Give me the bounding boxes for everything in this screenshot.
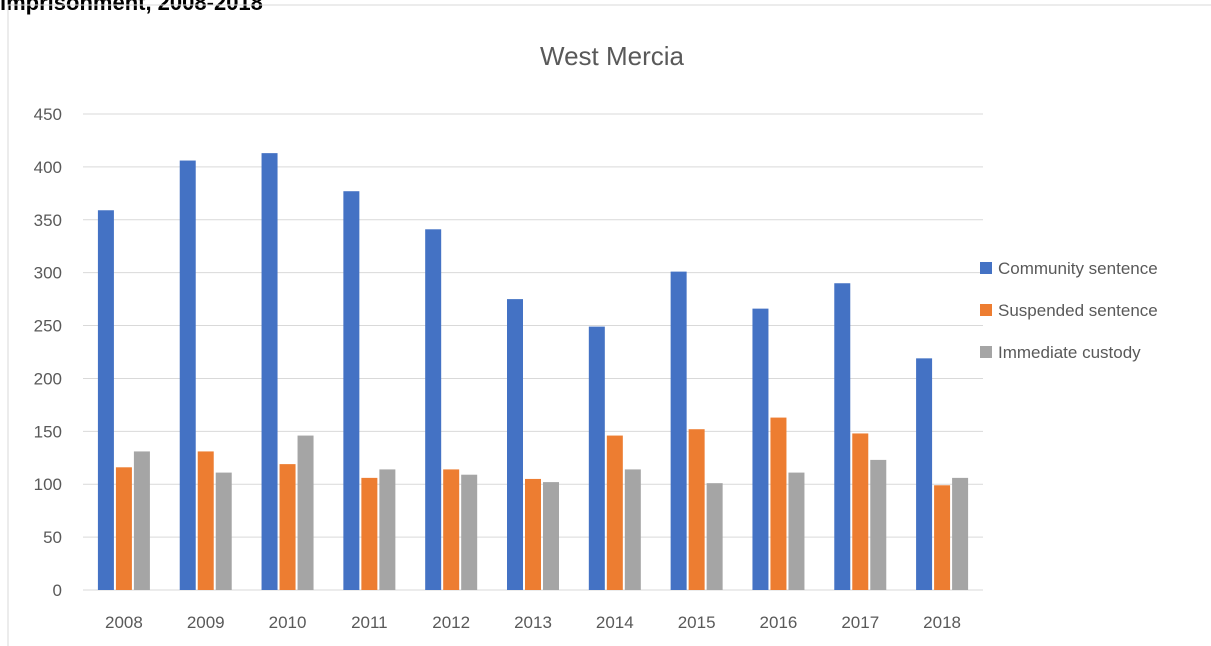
x-tick-label: 2012	[432, 613, 470, 632]
y-tick-label: 200	[34, 369, 62, 388]
y-tick-label: 100	[34, 475, 62, 494]
x-tick-label: 2009	[187, 613, 225, 632]
x-tick-label: 2016	[760, 613, 798, 632]
legend-label: Community sentence	[998, 259, 1158, 278]
bar	[870, 459, 887, 590]
bar	[852, 433, 869, 590]
bar	[834, 283, 851, 590]
bar	[361, 477, 378, 590]
x-tick-label: 2008	[105, 613, 143, 632]
bar	[670, 271, 687, 590]
y-tick-label: 400	[34, 158, 62, 177]
legend-label: Suspended sentence	[998, 301, 1158, 320]
x-tick-label: 2010	[269, 613, 307, 632]
bar	[624, 469, 641, 590]
bar	[525, 478, 541, 590]
bar	[606, 435, 623, 590]
x-tick-label: 2015	[678, 613, 716, 632]
bar	[443, 469, 460, 590]
page-heading: imprisonment, 2008-2018	[0, 0, 263, 15]
bar	[752, 308, 769, 590]
bar	[197, 451, 214, 590]
bar	[788, 472, 805, 590]
bar	[97, 210, 114, 590]
legend-swatch	[980, 304, 992, 316]
bar	[507, 299, 523, 590]
x-tick-label: 2014	[596, 613, 634, 632]
bar	[688, 429, 705, 590]
bar	[916, 358, 933, 590]
bar	[115, 467, 132, 590]
bar	[770, 417, 787, 590]
bar	[215, 472, 232, 590]
bar	[934, 485, 951, 590]
bar	[952, 477, 969, 590]
bar	[261, 153, 278, 591]
legend-swatch	[980, 346, 992, 358]
x-tick-label: 2011	[351, 613, 388, 632]
y-tick-label: 300	[34, 264, 62, 283]
bar	[425, 229, 442, 590]
bar	[461, 474, 478, 590]
y-tick-label: 350	[34, 211, 62, 230]
bar	[543, 482, 559, 590]
bar	[588, 326, 605, 590]
bar	[297, 435, 314, 590]
bar	[179, 160, 196, 590]
x-tick-label: 2017	[841, 613, 879, 632]
legend-label: Immediate custody	[998, 343, 1141, 362]
bar	[279, 464, 296, 590]
y-tick-label: 50	[43, 528, 62, 547]
bar	[343, 191, 360, 590]
y-tick-label: 450	[34, 105, 62, 124]
y-tick-label: 150	[34, 422, 62, 441]
y-tick-label: 250	[34, 317, 62, 336]
bar	[133, 451, 150, 590]
x-tick-label: 2013	[514, 613, 552, 632]
bar	[706, 483, 723, 590]
chart-border	[7, 4, 1211, 646]
x-tick-label: 2018	[923, 613, 961, 632]
legend-swatch	[980, 262, 992, 274]
bar	[379, 469, 396, 590]
y-tick-label: 0	[53, 581, 62, 600]
chart-title: West Mercia	[540, 41, 685, 71]
